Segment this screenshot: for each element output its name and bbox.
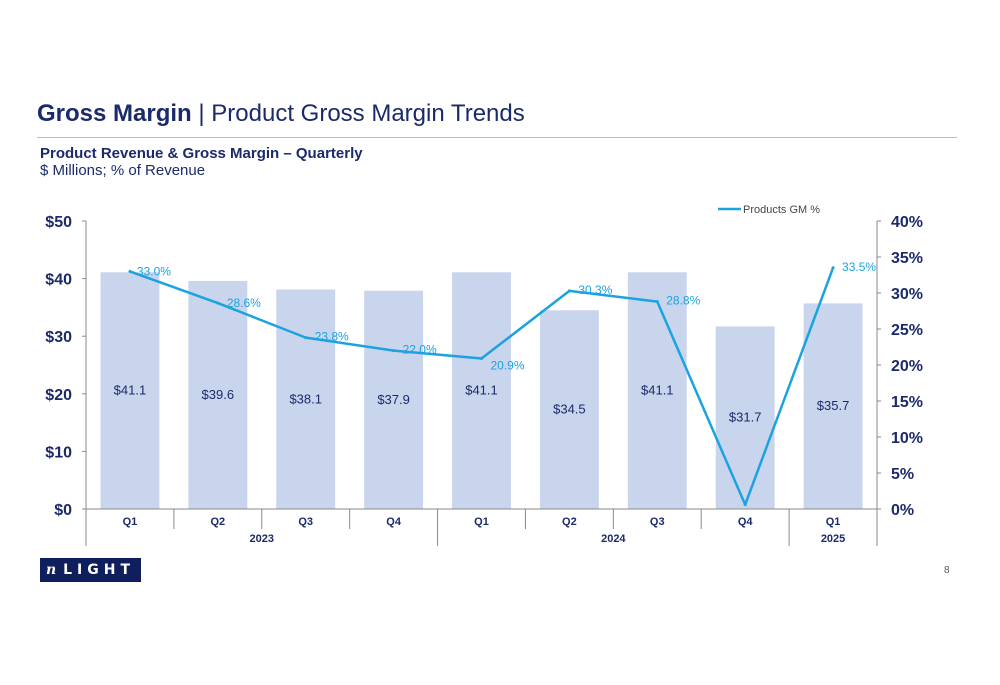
bar-label-7: $31.7 xyxy=(729,410,762,425)
logo-n: n xyxy=(45,562,62,578)
gm-point-2 xyxy=(304,336,308,340)
slide-title-separator: | xyxy=(191,100,212,127)
y-right-tick-label-8: 40% xyxy=(891,214,923,231)
bar-8 xyxy=(803,303,863,509)
y-left-tick-label-2: $20 xyxy=(45,387,72,404)
y-right-tick-label-0: 0% xyxy=(891,502,914,519)
category-label-4: Q1 xyxy=(474,516,489,528)
y-right-tick-label-4: 20% xyxy=(891,358,923,375)
gm-label-0: 33.0% xyxy=(137,264,171,278)
bar-label-5: $34.5 xyxy=(553,402,586,417)
category-label-2: Q3 xyxy=(298,516,313,528)
chart-subtitle: $ Millions; % of Revenue xyxy=(40,162,206,179)
year-label-2025: 2025 xyxy=(821,533,845,545)
gm-label-8: 33.5% xyxy=(842,260,876,274)
category-label-6: Q3 xyxy=(650,516,665,528)
bar-label-1: $39.6 xyxy=(202,387,235,402)
y-left-tick-label-0: $0 xyxy=(54,502,72,519)
bar-label-6: $41.1 xyxy=(641,383,674,398)
legend-label: Products GM % xyxy=(743,204,820,216)
gm-point-1 xyxy=(216,301,220,305)
gm-label-4: 20.9% xyxy=(490,359,524,373)
gm-point-6 xyxy=(655,300,659,304)
bar-0 xyxy=(100,272,160,509)
y-right-tick-label-5: 25% xyxy=(891,322,923,339)
bar-5 xyxy=(539,310,599,509)
chart-title: Product Revenue & Gross Margin – Quarter… xyxy=(40,145,363,162)
gm-point-8 xyxy=(831,266,835,270)
title-divider xyxy=(37,137,957,138)
gm-point-0 xyxy=(128,269,132,273)
y-left-tick-label-4: $40 xyxy=(45,272,72,289)
y-right-tick-label-3: 15% xyxy=(891,394,923,411)
gm-label-6: 28.8% xyxy=(666,294,700,308)
bar-1 xyxy=(188,280,248,509)
y-left-tick-label-1: $10 xyxy=(45,444,72,461)
bar-4 xyxy=(452,272,511,509)
gm-label-2: 23.8% xyxy=(315,330,349,344)
category-label-3: Q4 xyxy=(386,516,402,528)
gm-point-3 xyxy=(392,349,396,353)
logo-light: LIGHT xyxy=(63,562,136,578)
gm-label-1: 28.6% xyxy=(227,296,261,310)
bar-3 xyxy=(364,290,424,509)
y-right-tick-label-2: 10% xyxy=(891,430,923,447)
bar-6 xyxy=(627,272,687,509)
year-label-2023: 2023 xyxy=(250,533,274,545)
bar-label-8: $35.7 xyxy=(817,398,850,413)
y-right-tick-label-1: 5% xyxy=(891,466,914,483)
bar-label-4: $41.1 xyxy=(465,383,498,398)
y-left-tick-label-5: $50 xyxy=(45,214,72,231)
y-left-tick-label-3: $30 xyxy=(45,329,72,346)
category-label-5: Q2 xyxy=(562,516,577,528)
bar-label-3: $37.9 xyxy=(377,392,410,407)
y-right-tick-label-7: 35% xyxy=(891,250,923,267)
year-label-2024: 2024 xyxy=(601,533,626,545)
slide-title-bold: Gross Margin xyxy=(37,100,192,127)
nlight-logo: n LIGHT xyxy=(40,558,141,582)
gm-label-5: 30.3% xyxy=(578,283,612,297)
gm-point-7 xyxy=(743,503,747,507)
page-number: 8 xyxy=(944,565,950,576)
bar-2 xyxy=(276,289,336,509)
category-label-0: Q1 xyxy=(123,516,138,528)
category-label-8: Q1 xyxy=(826,516,841,528)
category-label-1: Q2 xyxy=(210,516,225,528)
bar-7 xyxy=(715,326,775,509)
bar-label-2: $38.1 xyxy=(289,391,322,406)
gm-point-4 xyxy=(480,357,483,361)
gm-point-5 xyxy=(567,289,571,293)
y-right-tick-label-6: 30% xyxy=(891,286,923,303)
bar-label-0: $41.1 xyxy=(114,383,147,398)
slide-title-rest: Product Gross Margin Trends xyxy=(211,100,525,127)
category-label-7: Q4 xyxy=(738,516,754,528)
slide-title: Gross Margin | Product Gross Margin Tren… xyxy=(37,100,525,128)
gm-label-3: 22.0% xyxy=(403,343,437,357)
